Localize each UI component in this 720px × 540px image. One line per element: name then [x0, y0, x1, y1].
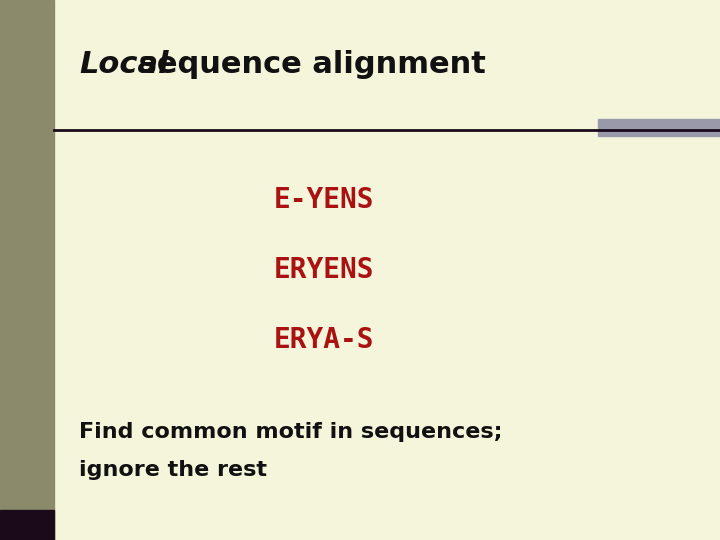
Text: Find common motif in sequences;: Find common motif in sequences;	[79, 422, 503, 442]
Text: Local: Local	[79, 50, 168, 79]
Text: sequence alignment: sequence alignment	[128, 50, 486, 79]
Text: E-YENS: E-YENS	[274, 186, 374, 214]
Text: ERYENS: ERYENS	[274, 256, 374, 284]
Bar	[0, 510, 54, 540]
Text: ignore the rest: ignore the rest	[79, 460, 267, 480]
Bar	[0, 0, 54, 540]
Bar	[598, 119, 720, 136]
Text: ERYA-S: ERYA-S	[274, 326, 374, 354]
